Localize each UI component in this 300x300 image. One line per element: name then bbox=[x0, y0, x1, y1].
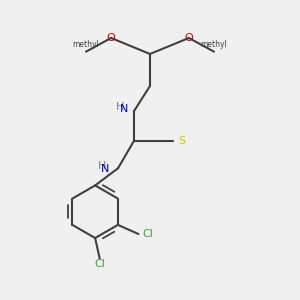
Text: N: N bbox=[119, 104, 128, 114]
Text: N: N bbox=[101, 164, 110, 174]
Text: methyl: methyl bbox=[201, 40, 227, 49]
Text: Cl: Cl bbox=[94, 259, 105, 269]
Text: H: H bbox=[116, 102, 124, 112]
Text: O: O bbox=[107, 33, 116, 43]
Text: Cl: Cl bbox=[142, 229, 153, 239]
Text: H: H bbox=[98, 161, 106, 171]
Text: S: S bbox=[178, 136, 186, 146]
Text: O: O bbox=[184, 33, 193, 43]
Text: methyl: methyl bbox=[73, 40, 99, 49]
